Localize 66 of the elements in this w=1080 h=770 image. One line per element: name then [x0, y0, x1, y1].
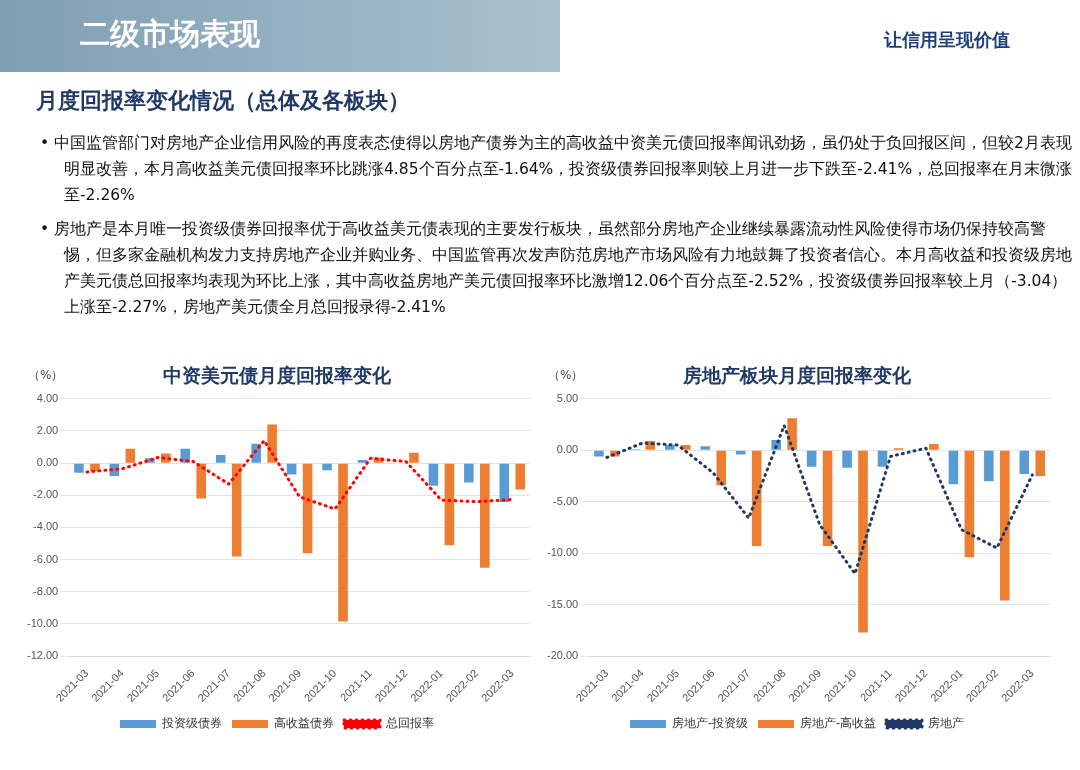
y-tick-label: -8.00 — [33, 584, 59, 597]
y-tick-label: -5.00 — [553, 494, 579, 507]
bar — [1000, 450, 1010, 601]
legend-label: 投资级债券 — [161, 716, 222, 731]
text: 二级市场表现 — [80, 15, 260, 53]
bar — [196, 463, 207, 499]
bar — [929, 444, 939, 450]
line-series — [85, 439, 514, 511]
legend-label: 房地产 — [928, 716, 964, 731]
bar — [74, 463, 84, 473]
legend-label: 房地产-投资级 — [672, 716, 748, 731]
y-tick-label: -2.00 — [33, 488, 59, 501]
bar — [515, 463, 526, 490]
bar — [322, 463, 332, 471]
bar — [464, 463, 474, 483]
y-tick-label: 2.00 — [36, 424, 59, 436]
y-axis-title: （%） — [28, 368, 64, 383]
bar — [806, 450, 817, 467]
bar — [125, 448, 136, 463]
line-series — [605, 424, 1034, 576]
bar — [357, 459, 368, 463]
y-tick-label: 5.00 — [556, 391, 579, 404]
y-tick-label: -10.00 — [26, 616, 59, 629]
bar — [231, 463, 242, 557]
y-tick-label: 0.00 — [36, 456, 59, 469]
legend-label: 总回报率 — [385, 716, 434, 731]
text: 让信用呈现价值 — [884, 28, 1010, 52]
y-axis-title: （%） — [548, 368, 584, 383]
bar — [984, 450, 994, 482]
bar — [594, 450, 604, 457]
bar — [822, 450, 833, 546]
text: • 中国监管部门对房地产企业信用风险的再度表态使得以房地产债券为主的高收益中资美元债回报率闻讯劲扬，虽仍处于负回报区间，但较2月表现明显改善，本月高收益美元债回报率环比跳涨4.85个百分点至-1.64%，投资级债券回报率则较上月进一步下跌至-2.41%，总回报率在月末微涨至-2.26% — [40, 133, 1074, 206]
bar — [267, 424, 277, 463]
bar — [716, 450, 727, 486]
bar — [1035, 450, 1046, 476]
bar — [409, 452, 419, 463]
y-tick-label: -4.00 — [33, 520, 59, 533]
legend-label: 房地产-高收益 — [800, 716, 876, 731]
y-tick-label: 4.00 — [36, 391, 59, 404]
chart-title: 中资美元债月度回报率变化 — [163, 364, 392, 387]
bar — [700, 446, 711, 450]
bar — [499, 463, 510, 502]
bar — [858, 450, 868, 633]
bar — [948, 450, 959, 485]
y-tick-label: -12.00 — [26, 649, 59, 662]
bar — [1019, 450, 1030, 474]
bar — [480, 463, 490, 568]
bar — [428, 463, 439, 486]
bar — [665, 445, 675, 450]
bar — [215, 455, 226, 463]
bar — [444, 463, 455, 546]
bar — [302, 463, 313, 554]
chart-title: 房地产板块月度回报率变化 — [682, 364, 912, 387]
y-tick-label: -10.00 — [546, 546, 579, 559]
y-tick-label: -6.00 — [33, 552, 59, 565]
text: • 房地产是本月唯一投资级债券回报率优于高收益美元债表现的主要发行板块，虽然部分房地产企业继续暴露流动性风险使得市场仍保持较高警惕，但多家金融机构发力支持房地产企业并购业务、中国监管再次发声防范房地产市场风险有力地鼓舞了投资者信心。本月高收益和投资级房地产美元债总回报率均表现为环比上涨，其中高收益房地产美元债回报率环比激增12.06个百分点至-2.52%，投资级债券回报率较上月（-3.04）上涨至-2.27%，房地产美元债全月总回报录得-2.41% — [40, 219, 1073, 318]
y-tick-label: -20.00 — [546, 649, 579, 662]
y-tick-label: 0.00 — [556, 443, 579, 456]
legend-label: 高收益债券 — [274, 716, 334, 731]
bar — [338, 463, 348, 622]
bar — [842, 450, 852, 468]
bar — [964, 450, 975, 558]
y-tick-label: -15.00 — [546, 597, 579, 610]
bar — [877, 450, 888, 467]
bar — [787, 418, 797, 450]
text: 月度回报率变化情况（总体及各板块） — [36, 87, 410, 115]
